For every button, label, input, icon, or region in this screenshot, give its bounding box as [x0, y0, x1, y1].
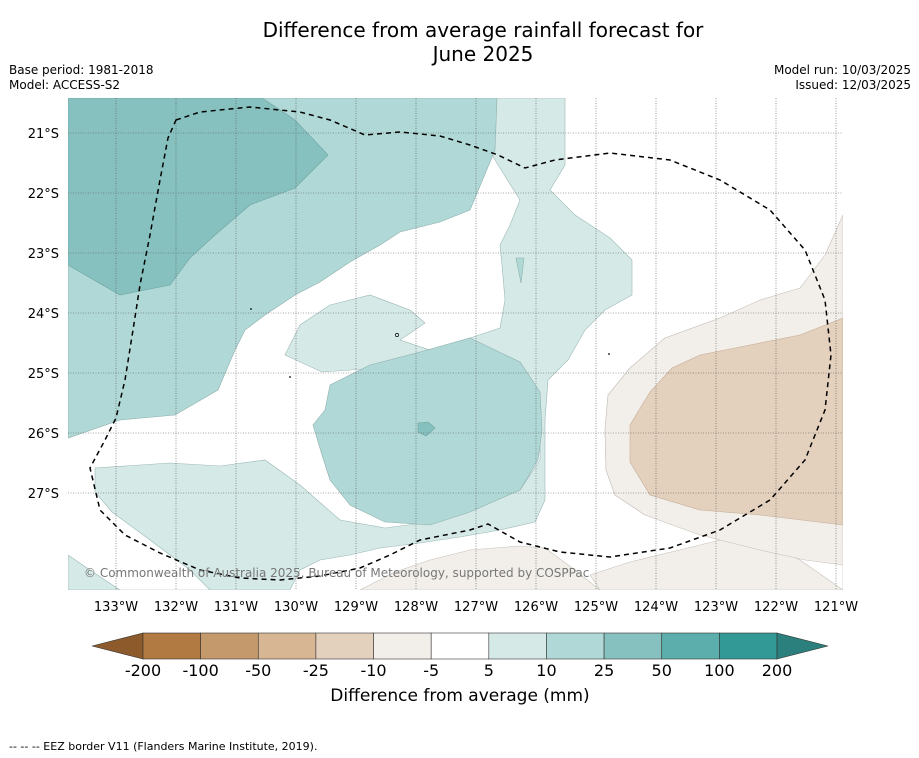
colorbar-title: Difference from average (mm) — [330, 686, 590, 706]
colorbar-segment — [661, 632, 720, 660]
lon-label: 133°W — [94, 600, 138, 615]
title-line-1: Difference from average rainfall forecas… — [262, 18, 704, 42]
lat-label: 26°S — [28, 427, 59, 442]
colorbar-tick-label: 100 — [704, 661, 735, 680]
colorbar-segment — [430, 632, 490, 660]
lat-label: 25°S — [28, 367, 59, 382]
colorbar-tick-label: -25 — [303, 661, 329, 680]
contour-small-cell — [515, 257, 525, 284]
colorbar-tick-label: 10 — [536, 661, 556, 680]
latitude-labels: 21°S 22°S 23°S 24°S 25°S 26°S 27°S — [28, 127, 59, 502]
colorbar-segment — [488, 632, 547, 660]
map-plot-area: © Commonwealth of Australia 2025, Bureau… — [68, 98, 843, 590]
colorbar-extend-low — [91, 632, 144, 660]
colorbar-segment — [315, 632, 374, 660]
contour-neg5-neg10-c — [359, 545, 601, 590]
colorbar-tick-label: -100 — [182, 661, 218, 680]
lon-label: 129°W — [334, 600, 378, 615]
colorbar-tick-label: -200 — [125, 661, 161, 680]
lon-label: 121°W — [814, 600, 858, 615]
lon-label: 123°W — [694, 600, 738, 615]
colorbar-segment — [719, 632, 778, 660]
eez-footnote: -- -- -- EEZ border V11 (Flanders Marine… — [9, 740, 318, 753]
lat-label: 23°S — [28, 247, 59, 262]
lat-label: 21°S — [28, 127, 59, 142]
lon-label: 127°W — [454, 600, 498, 615]
colorbar-extend-high — [776, 632, 829, 660]
lat-label: 22°S — [28, 187, 59, 202]
colorbar-segment — [546, 632, 605, 660]
contour-neg10-neg25 — [629, 317, 843, 526]
map-title: Difference from average rainfall forecas… — [0, 18, 919, 66]
model-name: Model: ACCESS-S2 — [9, 78, 121, 92]
model-run: Model run: 10/03/2025 — [773, 63, 911, 77]
colorbar-tick-label: -50 — [245, 661, 271, 680]
title-line-2: June 2025 — [432, 42, 534, 66]
colorbar-segment — [200, 632, 259, 660]
colorbar-segment — [603, 632, 663, 660]
colorbar-tick-label: 5 — [484, 661, 494, 680]
lat-label: 24°S — [28, 307, 59, 322]
colorbar-segment — [257, 632, 317, 660]
issued-date: Issued: 12/03/2025 — [795, 78, 911, 92]
gridlines — [68, 98, 843, 590]
contour-5-10 — [68, 98, 633, 590]
colorbar-tick-label: -5 — [423, 661, 439, 680]
longitude-labels: 133°W 132°W 131°W 130°W 129°W 128°W 127°… — [94, 600, 858, 615]
meta-right: Model run: 10/03/2025 Issued: 12/03/2025 — [774, 63, 911, 93]
lon-label: 124°W — [634, 600, 678, 615]
colorbar-segment — [142, 632, 201, 660]
colorbar-tick-label: 200 — [762, 661, 793, 680]
contour-25-50-patch — [417, 421, 436, 437]
colorbar-tick-label: -10 — [360, 661, 386, 680]
lon-label: 122°W — [754, 600, 798, 615]
lat-label: 27°S — [28, 487, 59, 502]
meta-left: Base period: 1981-2018 Model: ACCESS-S2 — [9, 63, 154, 93]
lon-label: 131°W — [214, 600, 258, 615]
copyright-notice: © Commonwealth of Australia 2025, Bureau… — [84, 566, 589, 580]
base-period: Base period: 1981-2018 — [9, 63, 154, 77]
lon-label: 132°W — [154, 600, 198, 615]
eez-border — [89, 106, 832, 581]
colorbar-segment — [373, 632, 432, 660]
contour-25-50 — [68, 98, 329, 296]
colorbar: -200 -100 -50 -25 -10 -5 5 10 25 50 100 200 — [91, 632, 829, 680]
lon-label: 128°W — [394, 600, 438, 615]
lon-label: 125°W — [574, 600, 618, 615]
lon-label: 126°W — [514, 600, 558, 615]
colorbar-tick-label: 25 — [594, 661, 614, 680]
colorbar-tick-label: 50 — [652, 661, 672, 680]
islands — [250, 308, 610, 378]
lon-label: 130°W — [274, 600, 318, 615]
